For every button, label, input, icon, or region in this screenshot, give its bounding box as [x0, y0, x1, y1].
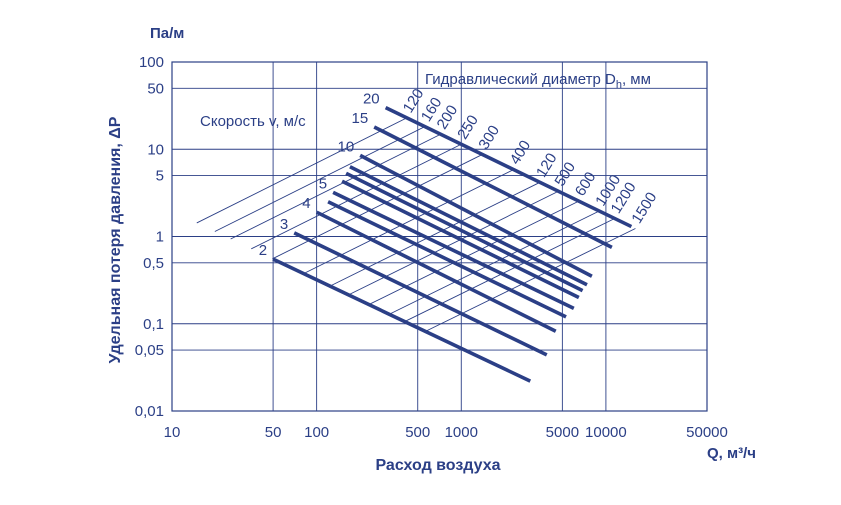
y-tick-label: 0,1: [143, 316, 164, 333]
velocity-line: [345, 171, 584, 293]
x-tick-label: 5000: [546, 424, 579, 441]
x-tick-label: 50000: [686, 424, 728, 441]
velocity-line: [272, 257, 532, 383]
diameter-line: [272, 154, 483, 260]
velocity-caption: Скорость v, м/с: [200, 113, 306, 130]
y-tick-label: 0,05: [135, 342, 164, 359]
x-tick-labels: 10 50 100 500 1000 5000 10000 50000: [164, 424, 728, 441]
velocity-line: [341, 179, 580, 300]
velocity-label: 15: [352, 110, 369, 127]
velocity-line: [373, 125, 613, 250]
y-tick-label: 0,5: [143, 255, 164, 272]
y-unit-label: Па/м: [150, 25, 184, 42]
x-tick-label: 100: [304, 424, 329, 441]
velocity-line: [332, 190, 575, 311]
diameter-line: [196, 117, 407, 224]
diameter-caption-suffix: , мм: [622, 71, 651, 88]
velocity-label: 5: [319, 175, 327, 192]
grid: [172, 62, 707, 411]
y-tick-label: 10: [147, 141, 164, 158]
velocity-label: 20: [363, 91, 380, 108]
velocity-line: [359, 153, 593, 278]
x-tick-label: 1000: [445, 424, 478, 441]
x-axis-title: Расход воздуха: [375, 457, 500, 474]
velocity-lines: [272, 106, 633, 383]
x-tick-label: 50: [265, 424, 282, 441]
velocity-line: [327, 200, 567, 319]
velocity-label: 3: [280, 216, 288, 233]
y-tick-label: 5: [156, 168, 164, 185]
y-tick-labels: 0,01 0,05 0,1 0,5 1 5 10 50 100: [135, 54, 164, 420]
x-tick-label: 10000: [585, 424, 627, 441]
diameter-line: [230, 133, 441, 240]
diameter-line: [251, 143, 462, 250]
diameter-caption: Гидравлический диаметр Dh, мм: [425, 71, 651, 91]
velocity-label: 10: [337, 138, 354, 155]
y-tick-label: 0,01: [135, 403, 164, 420]
x-unit-label: Q, м³/ч: [707, 445, 756, 462]
y-tick-label: 1: [156, 229, 164, 246]
diameter-caption-subscript: h: [616, 79, 622, 91]
x-tick-label: 500: [405, 424, 430, 441]
x-tick-label: 10: [164, 424, 181, 441]
y-tick-label: 100: [139, 54, 164, 71]
velocity-label: 4: [302, 195, 310, 212]
velocity-line: [384, 106, 633, 229]
velocity-line: [293, 231, 548, 357]
diameter-label: 400: [507, 137, 535, 167]
plot-frame: [171, 61, 708, 412]
diameter-label: 300: [475, 122, 503, 152]
y-axis-title: Удельная потеря давления, ΔP: [107, 116, 124, 363]
velocity-line: [349, 165, 588, 287]
diameter-line: [214, 126, 426, 232]
velocity-line: [315, 210, 557, 333]
diameter-caption-main: Гидравлический диаметр D: [425, 71, 616, 88]
diameter-label: 250: [454, 112, 482, 142]
y-tick-label: 50: [147, 80, 164, 97]
velocity-label: 2: [259, 242, 267, 259]
